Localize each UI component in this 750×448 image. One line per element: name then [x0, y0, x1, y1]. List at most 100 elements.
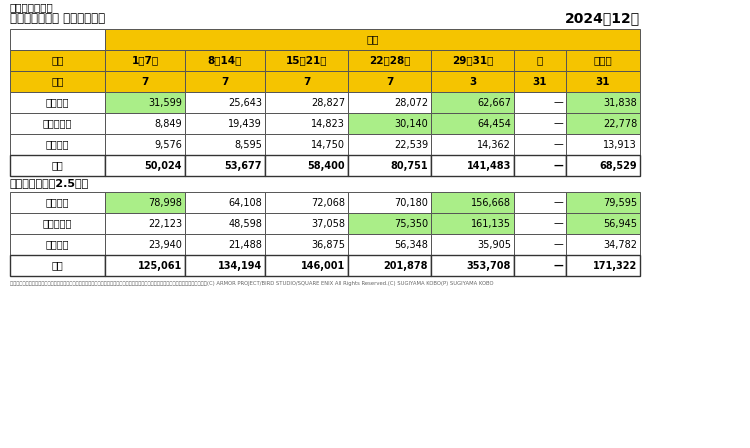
Text: 75,350: 75,350 [394, 219, 428, 228]
Text: 8,849: 8,849 [154, 119, 182, 129]
Text: 3: 3 [469, 77, 476, 86]
Text: 7: 7 [141, 77, 148, 86]
Bar [431, 50, 514, 71]
Text: 68,529: 68,529 [599, 160, 637, 171]
Text: 36,875: 36,875 [311, 240, 345, 250]
Bar [105, 255, 185, 276]
Bar [566, 155, 640, 176]
Text: 30,140: 30,140 [394, 119, 428, 129]
Bar [185, 113, 265, 134]
Text: —: — [554, 119, 563, 129]
Bar [431, 213, 514, 234]
Text: 56,945: 56,945 [603, 219, 637, 228]
Bar [10, 234, 105, 255]
Text: 回数: 回数 [51, 77, 64, 86]
Text: すごっく: すごっく [46, 98, 69, 108]
Bar [514, 234, 566, 255]
Bar [348, 234, 431, 255]
Bar [348, 134, 431, 155]
Text: 72,068: 72,068 [311, 198, 345, 207]
Text: 64,454: 64,454 [477, 119, 511, 129]
Bar [431, 255, 514, 276]
Bar [348, 155, 431, 176]
Bar [566, 255, 640, 276]
Text: 23,940: 23,940 [148, 240, 182, 250]
Bar [105, 234, 185, 255]
Bar [514, 155, 566, 176]
Text: —: — [554, 219, 563, 228]
Bar [566, 92, 640, 113]
Text: 2024年12月: 2024年12月 [565, 11, 640, 25]
Text: 62,667: 62,667 [477, 98, 511, 108]
Bar [431, 92, 514, 113]
Text: 34,782: 34,782 [603, 240, 637, 250]
Bar [185, 255, 265, 276]
Bar [185, 71, 265, 92]
Text: 9,576: 9,576 [154, 139, 182, 150]
Text: 期間: 期間 [51, 56, 64, 65]
Text: 31,838: 31,838 [603, 98, 637, 108]
Text: 58,400: 58,400 [308, 160, 345, 171]
Text: ゴールド換算（2.5倍）: ゴールド換算（2.5倍） [10, 178, 89, 188]
Bar [514, 71, 566, 92]
Bar [185, 155, 265, 176]
Bar [185, 192, 265, 213]
Bar [105, 192, 185, 213]
Text: 朝の便利ツール: 朝の便利ツール [10, 2, 54, 12]
Bar [105, 50, 185, 71]
Bar [514, 213, 566, 234]
Text: 171,322: 171,322 [592, 260, 637, 271]
Text: —: — [554, 98, 563, 108]
Text: 22〜28日: 22〜28日 [369, 56, 410, 65]
Bar [566, 134, 640, 155]
Bar [105, 92, 185, 113]
Bar [10, 50, 105, 71]
Text: 22,123: 22,123 [148, 219, 182, 228]
Bar [348, 71, 431, 92]
Text: 50,024: 50,024 [145, 160, 182, 171]
Text: 7: 7 [221, 77, 229, 86]
Bar [10, 113, 105, 134]
Text: 28,827: 28,827 [310, 98, 345, 108]
Text: 22,778: 22,778 [603, 119, 637, 129]
Bar [105, 155, 185, 176]
Bar [514, 92, 566, 113]
Bar [514, 255, 566, 276]
Text: 48,598: 48,598 [228, 219, 262, 228]
Bar [431, 71, 514, 92]
Text: 353,708: 353,708 [466, 260, 511, 271]
Text: 19,439: 19,439 [228, 119, 262, 129]
Bar [514, 50, 566, 71]
Text: 発生: 発生 [366, 34, 379, 44]
Text: 161,135: 161,135 [471, 219, 511, 228]
Text: 31: 31 [596, 77, 610, 86]
Text: 80,751: 80,751 [390, 160, 428, 171]
Bar [431, 234, 514, 255]
Text: おさかなコイン 週ごとの平均: おさかなコイン 週ごとの平均 [10, 12, 105, 25]
Text: 8〜14日: 8〜14日 [208, 56, 242, 65]
Text: 78,998: 78,998 [148, 198, 182, 207]
Bar [348, 113, 431, 134]
Bar [514, 192, 566, 213]
Bar [431, 134, 514, 155]
Text: この動画で利用している株式会社スクウェア・エニックスを代表とする各共有事者が保有する著作権その他財産権は当社に帰属しています。(C) ARMOR PROJECT: この動画で利用している株式会社スクウェア・エニックスを代表とする各共有事者が保有… [10, 281, 494, 286]
Bar [185, 92, 265, 113]
Bar [265, 213, 348, 234]
Text: 7: 7 [303, 77, 310, 86]
Text: 141,483: 141,483 [466, 160, 511, 171]
Bar [10, 155, 105, 176]
Text: 146,001: 146,001 [301, 260, 345, 271]
Bar [105, 113, 185, 134]
Bar [105, 213, 185, 234]
Text: 月平均: 月平均 [594, 56, 612, 65]
Text: 25,643: 25,643 [228, 98, 262, 108]
Text: 29〜31日: 29〜31日 [452, 56, 494, 65]
Bar [185, 50, 265, 71]
Text: 79,595: 79,595 [603, 198, 637, 207]
Bar [514, 134, 566, 155]
Bar [348, 92, 431, 113]
Bar [348, 213, 431, 234]
Text: すごっく: すごっく [46, 198, 69, 207]
Text: —: — [554, 260, 563, 271]
Text: —: — [554, 139, 563, 150]
